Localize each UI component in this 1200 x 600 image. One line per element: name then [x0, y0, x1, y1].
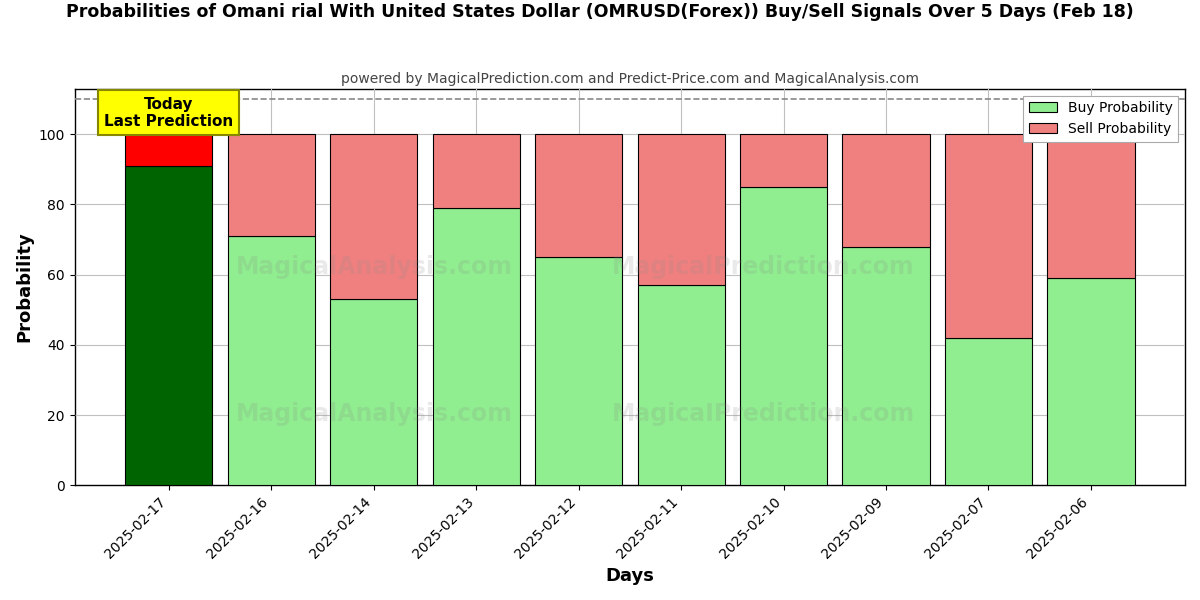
Bar — [330, 134, 418, 299]
Text: MagicalPrediction.com: MagicalPrediction.com — [612, 255, 914, 279]
Bar — [125, 166, 212, 485]
Bar — [1048, 278, 1134, 485]
Text: MagicaIPrediction.com: MagicaIPrediction.com — [612, 402, 914, 426]
Legend: Buy Probability, Sell Probability: Buy Probability, Sell Probability — [1024, 95, 1178, 142]
Bar — [330, 299, 418, 485]
Text: Today
Last Prediction: Today Last Prediction — [104, 97, 233, 129]
Bar — [125, 134, 212, 166]
Bar — [535, 257, 622, 485]
Text: Probabilities of Omani rial With United States Dollar (OMRUSD(Forex)) Buy/Sell S: Probabilities of Omani rial With United … — [66, 3, 1134, 21]
Bar — [944, 134, 1032, 338]
Bar — [637, 134, 725, 285]
Bar — [944, 338, 1032, 485]
Text: MagicalAnalysis.com: MagicalAnalysis.com — [236, 255, 512, 279]
X-axis label: Days: Days — [605, 567, 654, 585]
Text: MagicalAnalysis.com: MagicalAnalysis.com — [236, 402, 512, 426]
Bar — [842, 247, 930, 485]
Bar — [432, 208, 520, 485]
Bar — [228, 236, 314, 485]
Bar — [740, 134, 827, 187]
Title: powered by MagicalPrediction.com and Predict-Price.com and MagicalAnalysis.com: powered by MagicalPrediction.com and Pre… — [341, 72, 919, 86]
Bar — [842, 134, 930, 247]
Bar — [432, 134, 520, 208]
Y-axis label: Probability: Probability — [16, 232, 34, 342]
Bar — [228, 134, 314, 236]
Bar — [1048, 134, 1134, 278]
Bar — [740, 187, 827, 485]
Bar — [637, 285, 725, 485]
Bar — [535, 134, 622, 257]
